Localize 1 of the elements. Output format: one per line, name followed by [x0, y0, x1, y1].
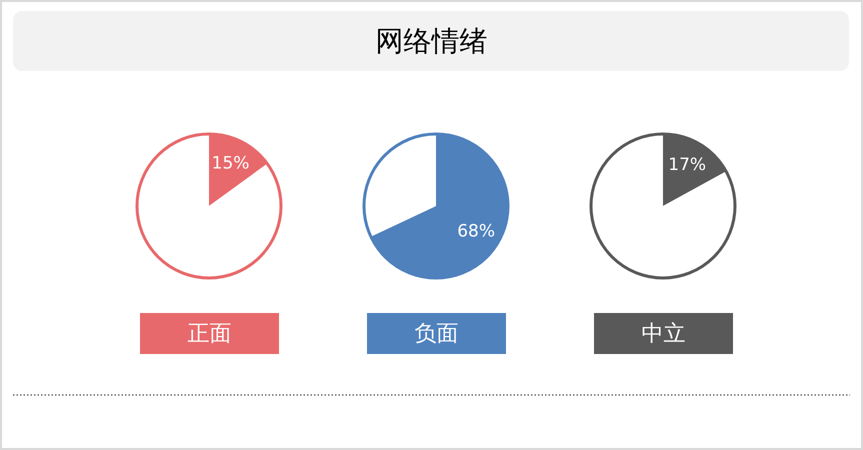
title: 网络情绪 [13, 11, 849, 71]
